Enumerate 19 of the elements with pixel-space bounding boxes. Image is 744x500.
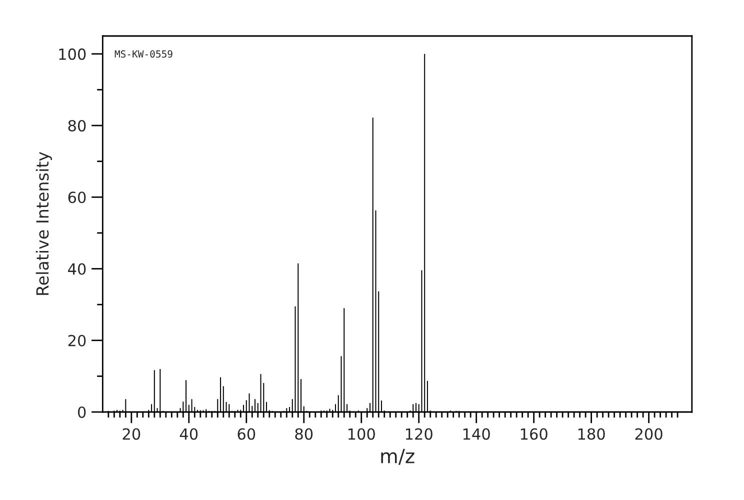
annotation: MS-KW-0559 [114,50,172,58]
x-tick-label: 120 [406,428,432,440]
y-axis-title: Relative Intensity [36,152,52,295]
x-tick-label: 200 [635,428,662,440]
y-tick-label: 0 [78,406,86,418]
y-tick-label: 60 [68,192,86,204]
y-tick-label: 100 [59,48,86,60]
x-tick-label: 180 [578,428,605,440]
x-tick-label: 60 [238,428,256,440]
x-tick-label: 140 [463,428,490,440]
x-tick-label: 160 [520,428,548,440]
x-tick-label: 80 [295,428,313,440]
x-tick-label: 40 [180,428,198,440]
y-tick-label: 80 [68,120,86,132]
x-axis-title: m/z [381,448,414,465]
y-tick-label: 20 [68,334,86,346]
x-tick-label: 100 [348,428,375,440]
y-tick-label: 40 [68,263,86,275]
x-tick-label: 20 [122,428,140,440]
